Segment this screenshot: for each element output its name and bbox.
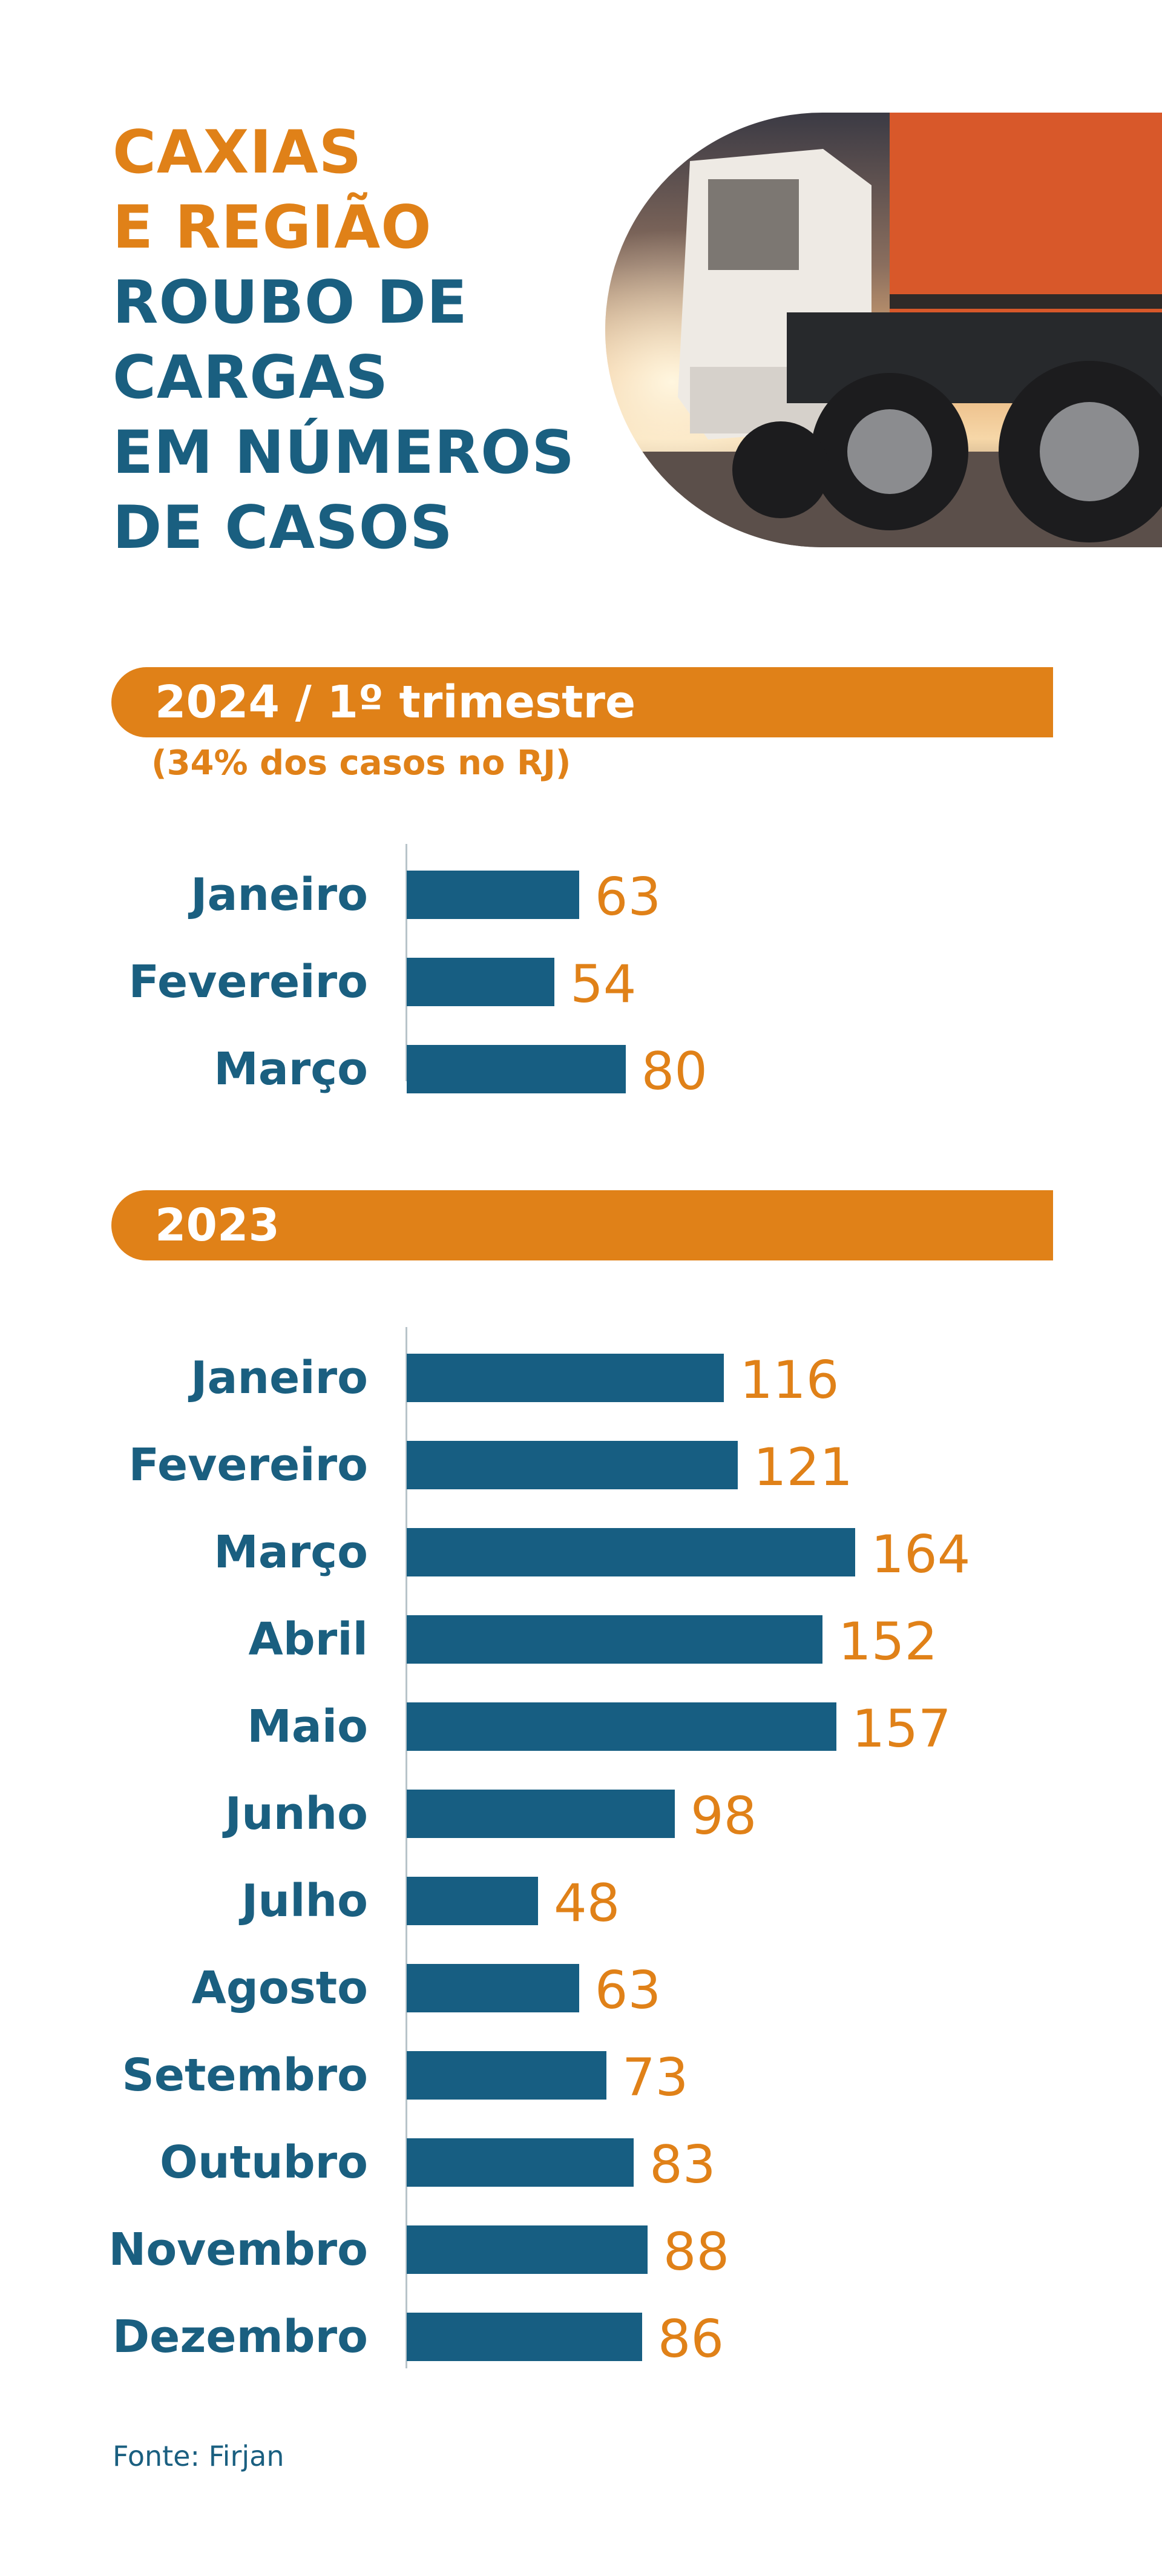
title-line-orange: E REGIÃO xyxy=(113,193,432,262)
chart-row: Setembro 73 xyxy=(0,2032,1162,2119)
truck-photo xyxy=(605,113,1162,547)
chart-axis xyxy=(405,844,407,1081)
category-label: Agosto xyxy=(191,1962,368,2014)
section-title-2024: 2024 / 1º trimestre xyxy=(155,676,636,728)
category-label: Janeiro xyxy=(190,1352,368,1404)
truck-image xyxy=(605,113,1162,547)
chart-row: Fevereiro 54 xyxy=(0,938,1162,1026)
category-label: Março xyxy=(214,1043,368,1095)
bar xyxy=(407,1702,836,1751)
chart-row: Maio 157 xyxy=(0,1683,1162,1770)
value-label: 48 xyxy=(553,1873,620,1934)
category-label: Maio xyxy=(247,1701,368,1753)
chart-row: Março 80 xyxy=(0,1026,1162,1113)
category-label: Outubro xyxy=(160,2136,368,2189)
chart-row: Janeiro 116 xyxy=(0,1334,1162,1421)
value-label: 86 xyxy=(657,2309,724,2370)
category-label: Fevereiro xyxy=(128,1439,368,1491)
chart-row: Dezembro 86 xyxy=(0,2293,1162,2380)
bar xyxy=(407,2225,648,2274)
bar xyxy=(407,871,579,919)
category-label: Fevereiro xyxy=(128,956,368,1008)
category-label: Abril xyxy=(248,1613,368,1665)
value-label: 83 xyxy=(649,2135,716,2195)
title-line-blue: CARGAS xyxy=(113,343,389,412)
bar xyxy=(407,1354,724,1402)
bar xyxy=(407,1045,626,1093)
title-line-blue: ROUBO DE xyxy=(113,268,468,337)
chart-row: Janeiro 63 xyxy=(0,851,1162,938)
category-label: Dezembro xyxy=(112,2311,368,2363)
title-line-blue: DE CASOS xyxy=(113,493,453,562)
title-line-blue: EM NÚMEROS xyxy=(113,418,575,487)
value-label: 63 xyxy=(594,867,661,927)
bar xyxy=(407,1528,856,1576)
section-band-2024: 2024 / 1º trimestre xyxy=(111,667,1053,737)
value-label: 73 xyxy=(622,2047,689,2108)
value-label: 63 xyxy=(594,1960,661,2021)
bar xyxy=(407,1964,579,2012)
value-label: 116 xyxy=(740,1350,839,1411)
category-label: Novembro xyxy=(108,2224,368,2276)
value-label: 80 xyxy=(641,1041,708,1102)
chart-axis xyxy=(405,1327,407,2368)
category-label: Junho xyxy=(225,1788,368,1840)
source-note: Fonte: Firjan xyxy=(113,2440,284,2472)
value-label: 121 xyxy=(753,1437,853,1498)
chart-row: Junho 98 xyxy=(0,1770,1162,1857)
chart-row: Março 164 xyxy=(0,1509,1162,1596)
section-title-2023: 2023 xyxy=(155,1199,280,1251)
bar xyxy=(407,958,555,1006)
value-label: 164 xyxy=(871,1524,971,1585)
bar xyxy=(407,1615,823,1664)
value-label: 152 xyxy=(838,1612,938,1672)
bar xyxy=(407,2138,634,2187)
chart-row: Fevereiro 121 xyxy=(0,1421,1162,1509)
category-label: Março xyxy=(214,1526,368,1578)
bar xyxy=(407,2051,606,2100)
section-subtitle-2024: (34% dos casos no RJ) xyxy=(151,743,571,783)
title-line-orange: CAXIAS xyxy=(113,118,363,187)
page-title: CAXIAS E REGIÃO ROUBO DE CARGAS EM NÚMEROS DE… xyxy=(113,115,575,565)
category-label: Setembro xyxy=(122,2049,368,2101)
chart-row: Outubro 83 xyxy=(0,2119,1162,2206)
value-label: 98 xyxy=(690,1786,757,1846)
category-label: Janeiro xyxy=(190,869,368,921)
bar xyxy=(407,2313,642,2361)
chart-row: Novembro 88 xyxy=(0,2206,1162,2293)
value-label: 88 xyxy=(663,2222,730,2282)
bar xyxy=(407,1877,538,1925)
chart-row: Agosto 63 xyxy=(0,1945,1162,2032)
bar xyxy=(407,1441,738,1489)
section-band-2023: 2023 xyxy=(111,1190,1053,1260)
chart-row: Julho 48 xyxy=(0,1857,1162,1945)
chart-row: Abril 152 xyxy=(0,1596,1162,1683)
category-label: Julho xyxy=(241,1875,368,1927)
bar xyxy=(407,1790,675,1838)
value-label: 157 xyxy=(852,1699,951,1759)
value-label: 54 xyxy=(570,954,637,1015)
